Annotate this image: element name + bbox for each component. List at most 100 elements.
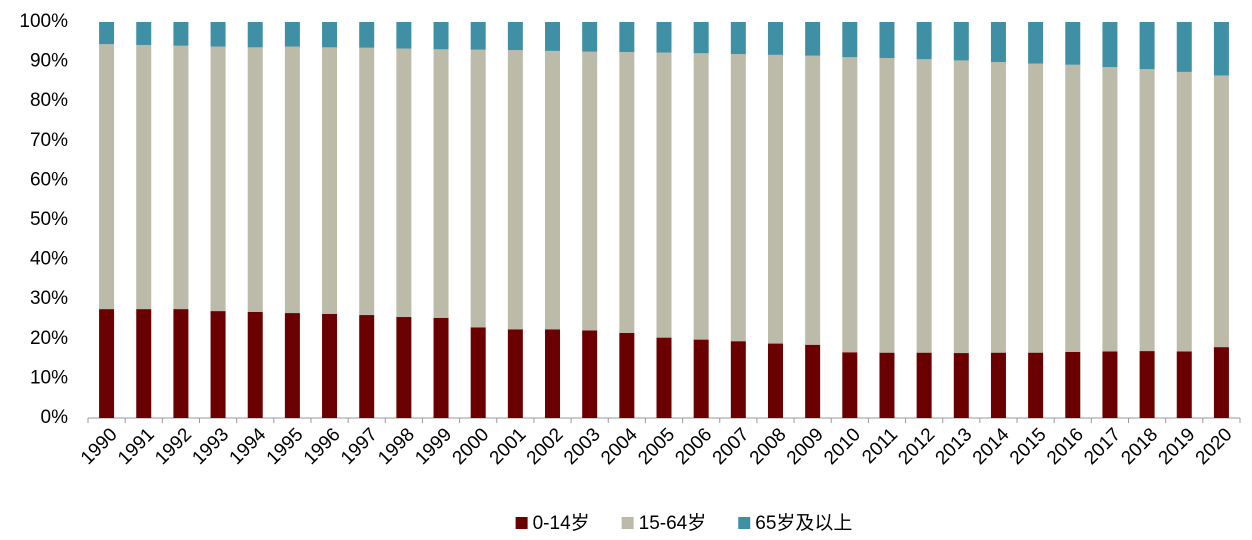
bar-segment — [136, 22, 152, 45]
bar-segment — [284, 22, 300, 47]
bar-segment — [433, 317, 449, 418]
bar-segment — [1139, 69, 1155, 352]
x-tick-label: 2017 — [1080, 424, 1125, 469]
bar-segment — [210, 22, 226, 47]
x-tick-label: 2002 — [523, 424, 568, 469]
bar-segment — [1028, 352, 1044, 418]
bar-segment — [582, 22, 598, 52]
bar-segment — [842, 57, 858, 353]
bar-segment — [1139, 351, 1155, 418]
y-tick-label: 70% — [30, 130, 68, 151]
bar-segment — [805, 55, 821, 345]
y-tick-label: 60% — [30, 169, 68, 190]
bar-segment — [1176, 351, 1192, 418]
x-tick-label: 2020 — [1192, 424, 1237, 469]
bar-segment — [805, 22, 821, 56]
bar-segment — [99, 309, 115, 418]
bar-segment — [1139, 22, 1155, 70]
y-tick-label: 90% — [30, 51, 68, 72]
bar-segment — [953, 22, 969, 61]
bar-segment — [693, 53, 709, 340]
bar-segment — [1213, 347, 1229, 418]
bar-segment — [916, 352, 932, 418]
bar-segment — [879, 22, 895, 59]
y-tick-label: 100% — [19, 11, 68, 32]
bar-segment — [433, 22, 449, 50]
x-tick-label: 2001 — [486, 424, 531, 469]
legend-swatch — [621, 517, 634, 529]
bar-segment — [359, 22, 375, 48]
y-tick-label: 0% — [41, 407, 69, 428]
bar-segment — [990, 61, 1006, 353]
x-tick-label: 1991 — [114, 424, 159, 469]
bar-segment — [396, 22, 412, 49]
legend-swatch — [738, 517, 751, 529]
bar-segment — [693, 339, 709, 418]
y-tick-label: 50% — [30, 209, 68, 230]
x-tick-label: 2015 — [1006, 424, 1051, 469]
bar-segment — [879, 352, 895, 418]
bar-segment — [582, 330, 598, 418]
bar-segment — [619, 22, 635, 53]
legend: 0-14岁 15-64岁 65岁及以上 — [515, 512, 852, 534]
bar-segment — [730, 54, 746, 342]
y-tick-label: 30% — [30, 288, 68, 309]
x-tick-label: 2014 — [969, 424, 1014, 469]
x-tick-label: 2006 — [671, 424, 716, 469]
bar-segment — [470, 49, 486, 328]
x-tick-label: 2010 — [820, 424, 865, 469]
bar-segment — [359, 315, 375, 418]
bar-segment — [730, 22, 746, 55]
bar-segment — [879, 58, 895, 353]
bar-segment — [247, 22, 263, 48]
x-tick-label: 2008 — [746, 424, 791, 469]
legend-item: 15-64岁 — [621, 512, 707, 534]
bar-segment — [1028, 22, 1044, 64]
bar-segment — [656, 52, 672, 338]
bar-segment — [767, 343, 783, 418]
bar-segment — [916, 22, 932, 60]
y-tick-label: 40% — [30, 249, 68, 270]
bar-segment — [767, 54, 783, 344]
x-tick-label: 1997 — [337, 424, 382, 469]
x-tick-label: 2019 — [1155, 424, 1200, 469]
bar-segment — [99, 22, 115, 45]
bar-segment — [284, 46, 300, 314]
bar-segment — [990, 22, 1006, 62]
x-tick-label: 1990 — [77, 424, 122, 469]
x-tick-label: 1996 — [300, 424, 345, 469]
bar-segment — [507, 329, 523, 418]
bar-segment — [322, 47, 338, 314]
bar-segment — [470, 22, 486, 50]
bar-segment — [173, 309, 189, 418]
bar-segment — [1065, 64, 1081, 352]
legend-label: 0-14岁 — [533, 512, 590, 534]
bar-segment — [767, 22, 783, 55]
bar-segment — [173, 22, 189, 46]
x-tick-label: 2018 — [1117, 424, 1162, 469]
legend-label: 15-64岁 — [639, 512, 707, 534]
bar-segment — [805, 344, 821, 418]
bar-segment — [136, 309, 152, 418]
legend-item: 0-14岁 — [515, 512, 590, 534]
bar-segment — [1102, 22, 1118, 68]
bar-segment — [916, 59, 932, 353]
legend-item: 65岁及以上 — [738, 512, 852, 534]
bar-segment — [507, 50, 523, 330]
bar-segment — [1213, 75, 1229, 348]
x-tick-label: 2005 — [634, 424, 679, 469]
bar-segment — [953, 60, 969, 354]
x-tick-label: 1999 — [411, 424, 456, 469]
bar-segment — [359, 47, 375, 316]
x-tick-label: 2003 — [560, 424, 605, 469]
y-tick-label: 10% — [30, 367, 68, 388]
bar-segment — [396, 48, 412, 318]
x-tick-label: 1995 — [263, 424, 308, 469]
bar-segment — [1102, 351, 1118, 418]
bar-segment — [1065, 22, 1081, 65]
bar-segment — [842, 352, 858, 418]
bar-segment — [322, 313, 338, 418]
bar-segment — [545, 329, 561, 418]
bar-segment — [656, 337, 672, 418]
